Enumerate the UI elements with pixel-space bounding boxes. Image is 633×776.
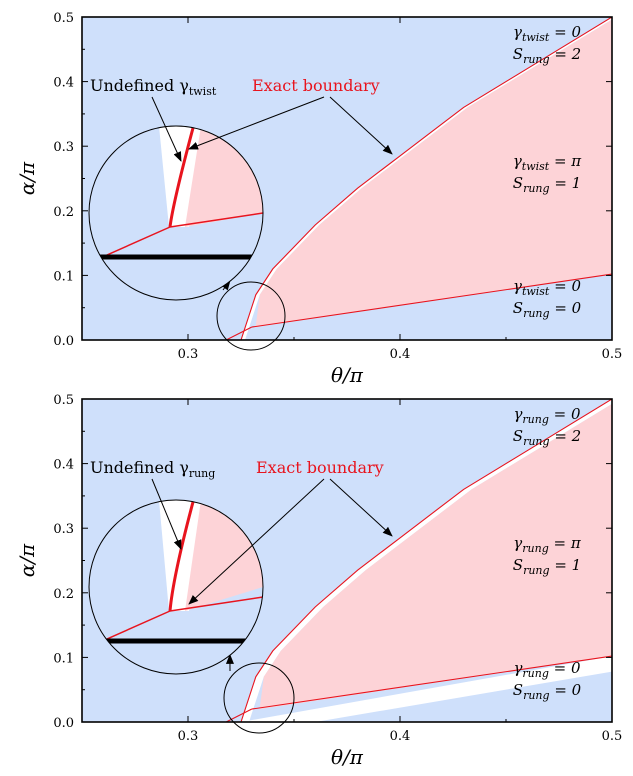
zoom-boundary-upper	[168, 501, 195, 612]
arrow-exact-main	[329, 96, 393, 155]
y-tick-label: 0.1	[53, 269, 74, 284]
x-axis-label: θ/π	[331, 363, 364, 387]
x-tick-label: 0.4	[390, 347, 411, 362]
exact-boundary-upper	[240, 17, 612, 340]
region-label-spin: Srung = 0	[513, 681, 582, 702]
y-axis-label: α/π	[15, 161, 39, 195]
x-tick-label: 0.4	[390, 729, 411, 744]
exact-boundary-foot	[225, 326, 252, 340]
y-tick-label: 0.4	[53, 458, 74, 473]
x-tick-label: 0.3	[178, 729, 199, 744]
annotation-exact: Exact boundary	[252, 76, 380, 95]
exact-boundary-lower	[251, 655, 612, 710]
arrow-exact-inset	[188, 478, 325, 605]
arrow-exact-main	[329, 478, 393, 537]
x-ticks: 0.3 0.4 0.5	[178, 17, 623, 362]
zoom-marker-circle	[223, 662, 295, 734]
x-axis-label: θ/π	[331, 745, 364, 769]
region-pink	[255, 19, 612, 328]
y-ticks: 0.0 0.1 0.2 0.3 0.4 0.5	[53, 393, 612, 731]
annotation-exact: Exact boundary	[256, 458, 384, 477]
zoom-circle-outline	[88, 499, 264, 675]
y-tick-label: 0.5	[53, 11, 74, 26]
undefined-wedge	[241, 656, 612, 722]
region-label-spin: Srung = 1	[513, 174, 581, 195]
region-label-spin: Srung = 2	[513, 45, 581, 66]
zoom-circle-outline	[88, 125, 264, 301]
x-tick-label: 0.5	[602, 729, 623, 744]
region-label-gamma: γtwist = π	[513, 152, 582, 173]
exact-boundary-lower	[251, 273, 612, 328]
y-tick-label: 0.4	[53, 76, 74, 91]
y-tick-label: 0.5	[53, 393, 74, 408]
x-tick-label: 0.5	[602, 347, 623, 362]
y-tick-label: 0.2	[53, 587, 74, 602]
region-label-gamma: γrung = 0	[513, 405, 581, 426]
region-label-spin: Srung = 1	[513, 556, 581, 577]
y-tick-label: 0.0	[53, 334, 74, 349]
x-ticks: 0.3 0.4 0.5	[178, 399, 623, 744]
exact-boundary-upper	[240, 399, 612, 722]
zoom-inset	[89, 500, 263, 674]
arrow-undefined	[151, 478, 182, 550]
y-ticks: 0.0 0.1 0.2 0.3 0.4 0.5	[53, 11, 612, 349]
region-label-spin: Srung = 2	[513, 427, 581, 448]
y-tick-label: 0.3	[53, 522, 74, 537]
region-label-gamma: γrung = 0	[513, 659, 581, 680]
bottom-panel: 0.0 0.1 0.2 0.3 0.4 0.5 0.3 0.4 0.5 θ/π α/π γrung =…	[15, 393, 622, 769]
y-tick-label: 0.3	[53, 140, 74, 155]
zoom-inset	[89, 126, 263, 300]
annotation-undefined: Undefined γtwist	[90, 76, 217, 98]
zoom-boundary-lower	[169, 212, 263, 228]
region-label-spin: Srung = 0	[513, 299, 582, 320]
annotation-undefined: Undefined γrung	[90, 458, 215, 480]
region-label-gamma: γrung = π	[513, 534, 582, 555]
x-tick-label: 0.3	[178, 347, 199, 362]
top-panel: 0.0 0.1 0.2 0.3 0.4 0.5 0.3 0.4 0.5 θ/π α/π γtwist …	[15, 11, 622, 387]
region-label-gamma: γtwist = 0	[513, 277, 581, 298]
region-pink	[259, 403, 612, 710]
region-label-gamma: γtwist = 0	[513, 23, 581, 44]
exact-boundary-foot	[225, 708, 252, 722]
arrow-undefined	[151, 96, 182, 162]
y-tick-label: 0.0	[53, 716, 74, 731]
arrow-exact-inset	[188, 96, 325, 150]
y-tick-label: 0.2	[53, 205, 74, 220]
zoom-boundary-lower	[169, 596, 263, 612]
y-axis-label: α/π	[15, 543, 39, 577]
y-tick-label: 0.1	[53, 651, 74, 666]
zoom-marker-circle	[216, 281, 286, 351]
